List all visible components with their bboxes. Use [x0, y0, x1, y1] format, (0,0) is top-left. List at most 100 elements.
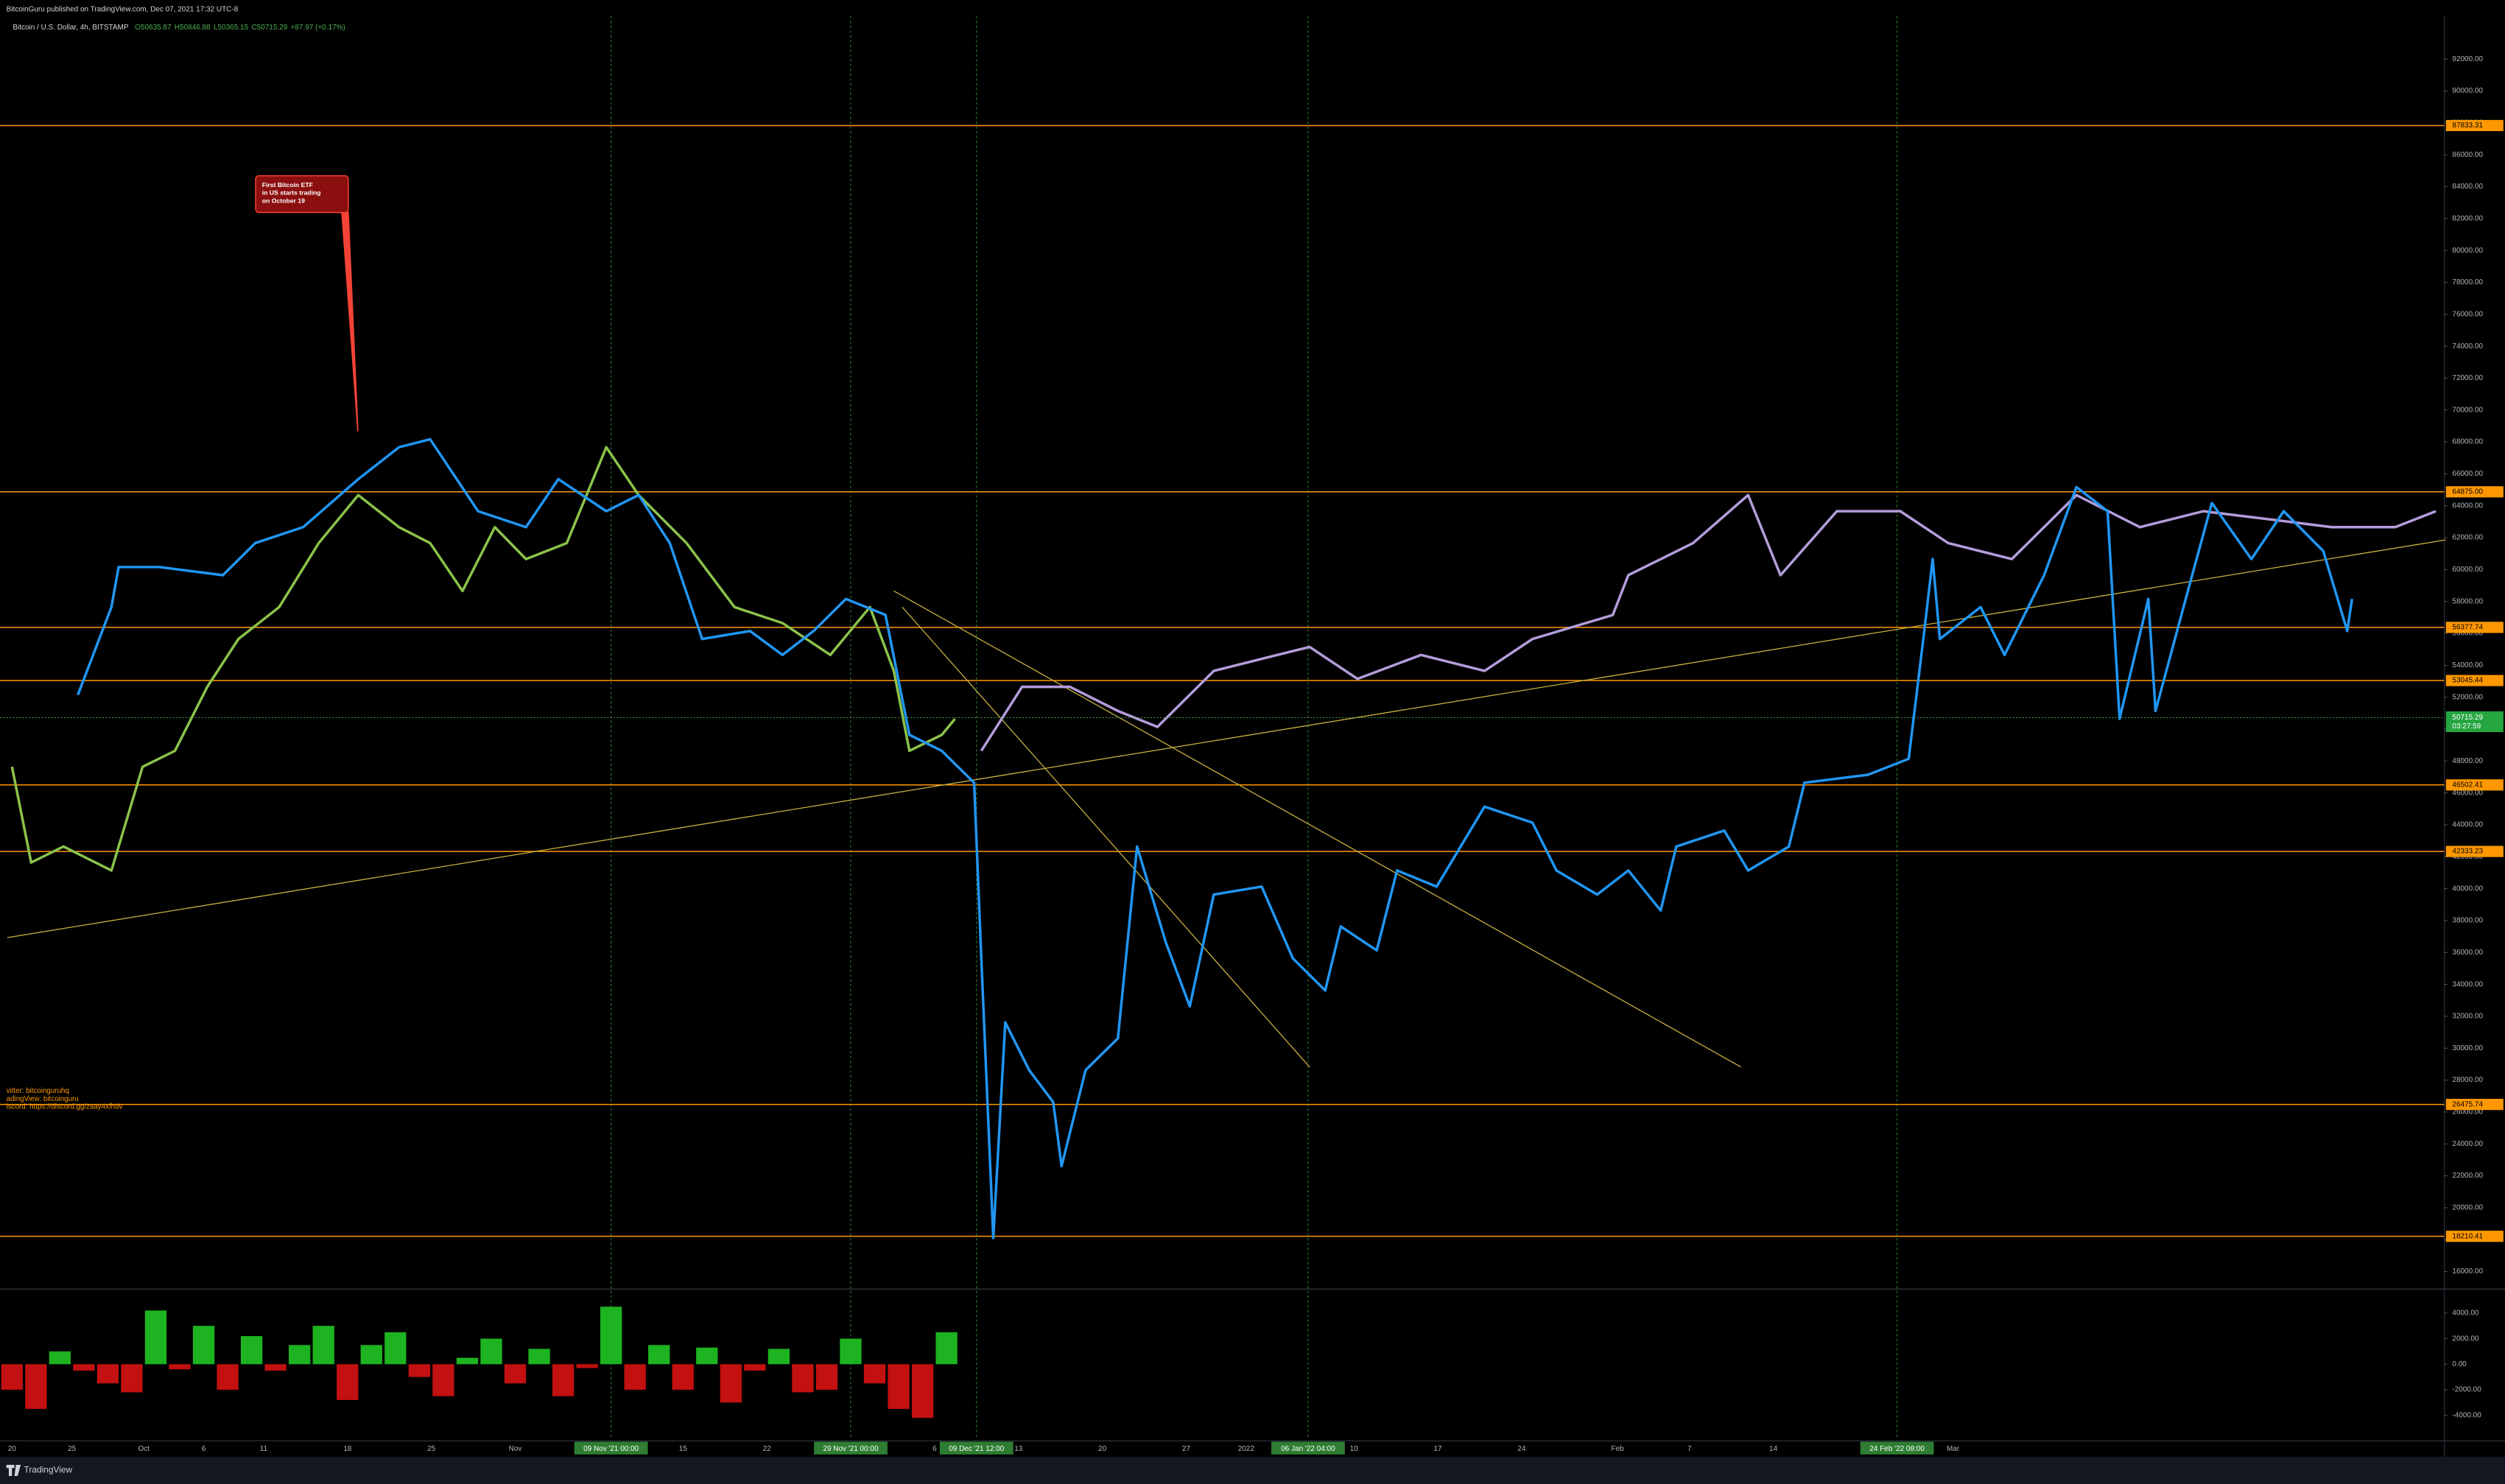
- marker-label-box: [939, 1441, 1013, 1455]
- osc-bar: [600, 1307, 622, 1365]
- x-tick-label: 22: [763, 1445, 772, 1453]
- osc-bar: [289, 1345, 311, 1365]
- marker-label: 06 Jan '22 04:00: [1281, 1445, 1335, 1453]
- marker-label-box: [574, 1441, 648, 1455]
- osc-bar: [552, 1364, 575, 1396]
- level-label-box: [2445, 486, 2504, 498]
- y-tick-label: 30000.00: [2452, 1044, 2483, 1052]
- x-tick-label: 6: [932, 1445, 937, 1453]
- osc-tick-label: -2000.00: [2452, 1386, 2481, 1394]
- footer-bar: [0, 1457, 2505, 1484]
- osc-bar: [121, 1364, 143, 1393]
- annotation-box: [255, 175, 349, 214]
- current-price-label: 50715.29: [2452, 714, 2483, 722]
- osc-bar: [25, 1364, 47, 1410]
- osc-tick-label: 4000.00: [2452, 1309, 2478, 1318]
- marker-label: 09 Nov '21 00:00: [583, 1445, 639, 1453]
- x-tick-label: 25: [427, 1445, 436, 1453]
- price-line: [77, 437, 2354, 1239]
- y-tick-label: 78000.00: [2452, 278, 2483, 286]
- ohlc: C50715.29: [251, 24, 287, 32]
- level-label-box: [2445, 622, 2504, 633]
- osc-tick-label: 2000.00: [2452, 1334, 2478, 1343]
- level-label: 53045.44: [2452, 677, 2483, 685]
- x-tick-label: 13: [1014, 1445, 1023, 1453]
- x-tick-label: 20: [1098, 1445, 1107, 1453]
- osc-bar: [240, 1336, 263, 1365]
- marker-label: 24 Feb '22 08:00: [1869, 1445, 1925, 1453]
- x-tick-label: 27: [1182, 1445, 1191, 1453]
- chart-title: Bitcoin / U.S. Dollar, 4h, BITSTAMP: [13, 24, 128, 32]
- osc-bar: [888, 1364, 910, 1410]
- level-label: 56377.74: [2452, 624, 2483, 632]
- x-tick-label: 20: [8, 1445, 17, 1453]
- x-tick-label: 15: [679, 1445, 688, 1453]
- osc-bar: [504, 1364, 527, 1384]
- ohlc: H50846.88: [175, 24, 211, 32]
- annotation-text: First Bitcoin ETF: [262, 181, 313, 189]
- x-tick-label: Mar: [1947, 1445, 1960, 1453]
- y-tick-label: 52000.00: [2452, 693, 2483, 701]
- y-tick-label: 48000.00: [2452, 757, 2483, 765]
- price-line: [980, 493, 2437, 752]
- level-label-box: [2445, 1231, 2504, 1242]
- x-tick-label: Oct: [138, 1445, 150, 1453]
- y-tick-label: 62000.00: [2452, 534, 2483, 542]
- osc-bar: [815, 1364, 838, 1390]
- note: adingView: bitcoinguru: [7, 1095, 79, 1103]
- ohlc: O50635.87: [135, 24, 172, 32]
- osc-bar: [144, 1310, 167, 1365]
- price-line: [10, 446, 956, 872]
- y-tick-label: 26000.00: [2452, 1108, 2483, 1116]
- x-tick-label: Nov: [509, 1445, 522, 1453]
- y-tick-label: 68000.00: [2452, 438, 2483, 446]
- osc-bar: [96, 1364, 119, 1384]
- x-tick-label: 14: [1769, 1445, 1778, 1453]
- y-tick-label: 64000.00: [2452, 502, 2483, 510]
- osc-bar: [863, 1364, 886, 1384]
- level-label: 26475.74: [2452, 1100, 2483, 1108]
- x-tick-label: 10: [1350, 1445, 1359, 1453]
- x-tick-label: 18: [343, 1445, 352, 1453]
- marker-label-box: [1860, 1441, 1934, 1455]
- y-tick-label: 22000.00: [2452, 1172, 2483, 1180]
- x-tick-label: 6: [202, 1445, 206, 1453]
- osc-bar: [720, 1364, 742, 1403]
- note: vitter: bitcoinguruhq: [7, 1087, 69, 1095]
- trend-line: [893, 590, 1741, 1068]
- level-label: 18210.41: [2452, 1232, 2483, 1240]
- trend-line: [902, 606, 1310, 1068]
- brand: TradingView: [24, 1465, 73, 1475]
- y-tick-label: 56000.00: [2452, 630, 2483, 638]
- marker-label-box: [814, 1441, 888, 1455]
- osc-bar: [744, 1364, 766, 1371]
- osc-bar: [217, 1364, 239, 1390]
- level-label-box: [2445, 119, 2504, 132]
- osc-bar: [480, 1338, 502, 1365]
- osc-bar: [1, 1364, 23, 1390]
- osc-bar: [73, 1364, 95, 1371]
- y-tick-label: 66000.00: [2452, 470, 2483, 478]
- osc-bar: [312, 1326, 334, 1365]
- osc-bar: [792, 1364, 814, 1393]
- osc-bar: [911, 1364, 934, 1418]
- y-tick-label: 40000.00: [2452, 885, 2483, 893]
- osc-bar: [432, 1364, 454, 1396]
- level-label: 87833.31: [2452, 122, 2483, 130]
- y-tick-label: 44000.00: [2452, 821, 2483, 829]
- marker-label-box: [1271, 1441, 1345, 1455]
- y-tick-label: 34000.00: [2452, 980, 2483, 988]
- y-tick-label: 38000.00: [2452, 917, 2483, 925]
- osc-bar: [840, 1338, 862, 1365]
- osc-bar: [528, 1348, 550, 1365]
- y-tick-label: 60000.00: [2452, 566, 2483, 574]
- level-label: 46502.41: [2452, 781, 2483, 789]
- marker-label: 09 Dec '21 12:00: [949, 1445, 1005, 1453]
- level-label-box: [2445, 779, 2504, 791]
- y-tick-label: 72000.00: [2452, 374, 2483, 382]
- y-tick-label: 54000.00: [2452, 661, 2483, 669]
- osc-bar: [384, 1332, 407, 1365]
